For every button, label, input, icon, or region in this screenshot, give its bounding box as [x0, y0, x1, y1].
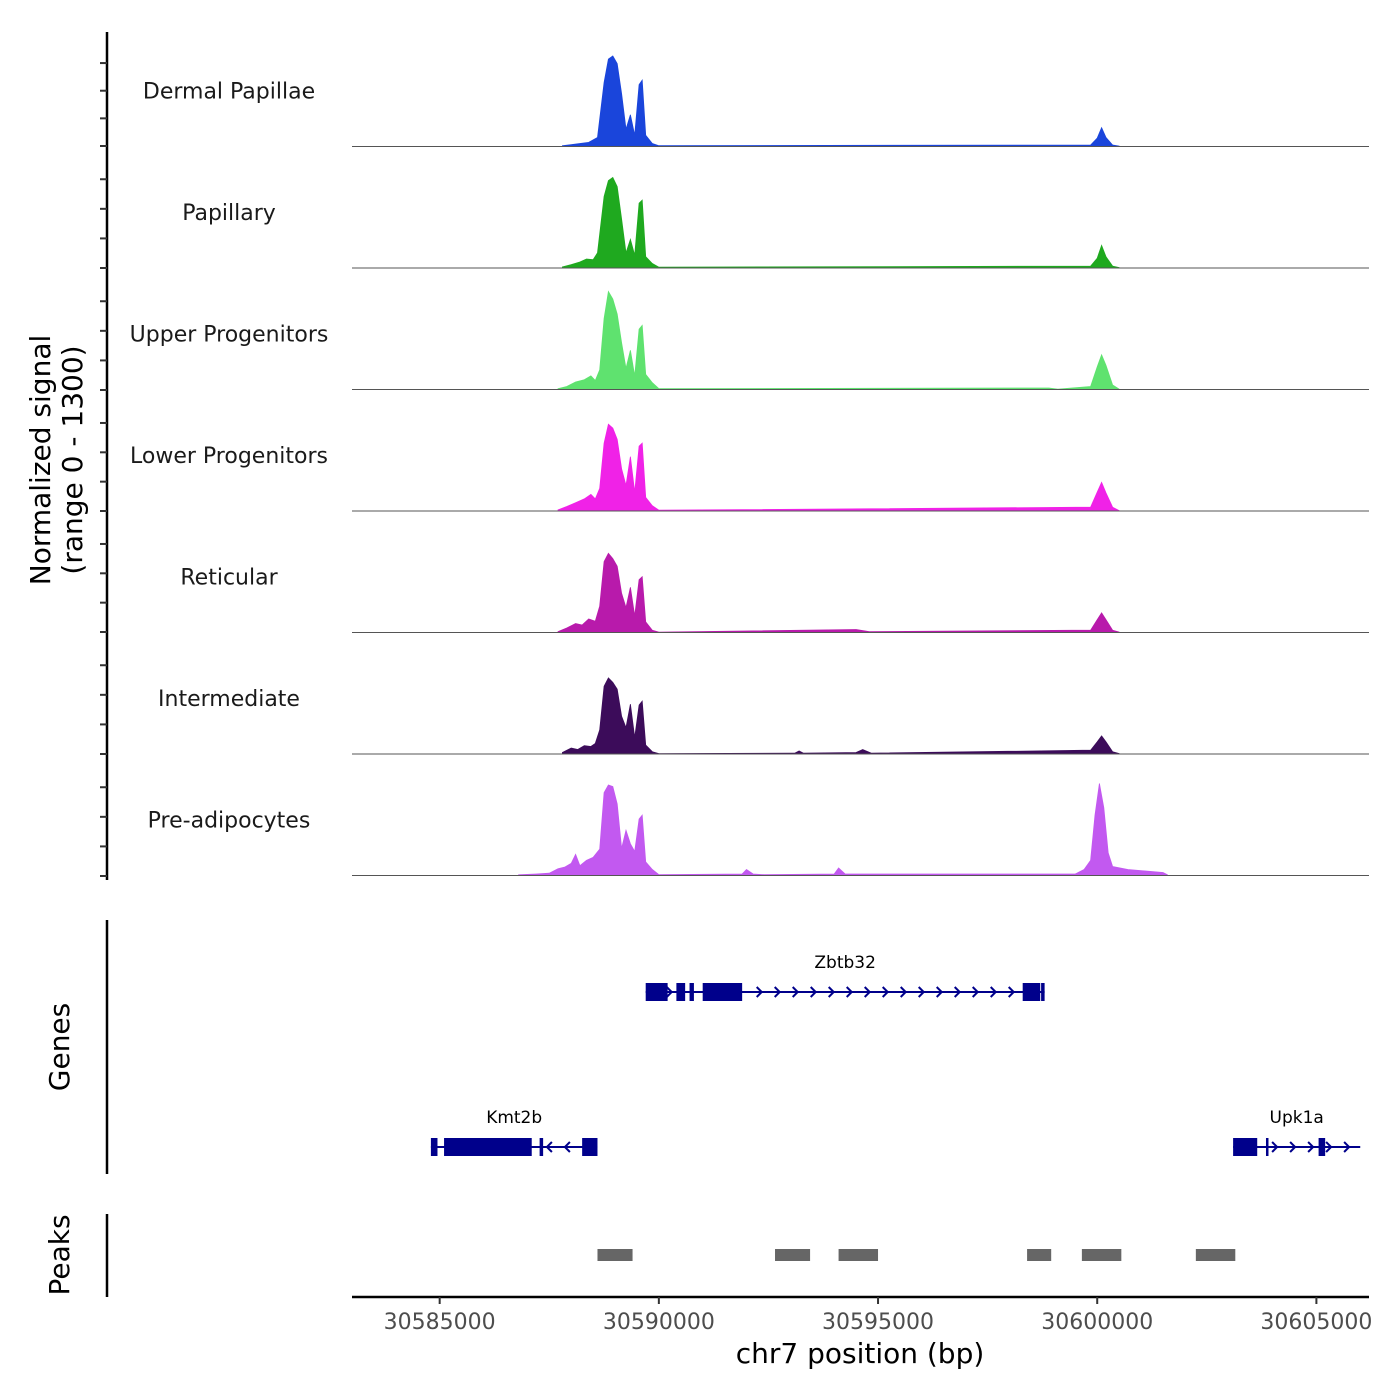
exon [645, 983, 668, 1001]
peak-region [597, 1249, 633, 1261]
peak-region [775, 1249, 811, 1261]
strand-arrow [917, 986, 926, 998]
track-pre-adipocytes: Pre-adipocytes [148, 783, 1369, 876]
exon [444, 1138, 532, 1156]
x-tick-label: 30600000 [1041, 1310, 1153, 1335]
track-label: Lower Progenitors [130, 444, 328, 469]
strand-arrow [935, 986, 944, 998]
gene-kmt2b: Kmt2b [430, 1108, 598, 1156]
strand-arrow [1007, 986, 1016, 998]
track-label: Dermal Papillae [143, 80, 315, 105]
signal-area [352, 290, 1369, 390]
strand-arrow [545, 1141, 553, 1153]
track-dermal-papillae: Dermal Papillae [143, 55, 1369, 147]
exon [1041, 983, 1045, 1001]
signal-area [352, 423, 1369, 512]
gene-label: Upk1a [1270, 1108, 1324, 1128]
signal-y-ticks [100, 62, 107, 877]
exon [582, 1138, 598, 1156]
strand-arrow [809, 986, 818, 998]
y-axis-subtitle: (range 0 - 1300) [56, 345, 89, 574]
peak-region [838, 1249, 879, 1261]
track-label: Intermediate [158, 687, 300, 712]
signal-area [352, 552, 1369, 633]
strand-arrow [791, 986, 800, 998]
track-label: Pre-adipocytes [148, 809, 311, 834]
strand-arrow [971, 986, 980, 998]
strand-arrow [899, 986, 908, 998]
exon [1233, 1138, 1258, 1156]
x-axis-title: chr7 position (bp) [736, 1337, 985, 1370]
gene-upk1a: Upk1a [1233, 1108, 1361, 1156]
gene-label: Zbtb32 [814, 953, 876, 973]
strand-arrow [1325, 1141, 1333, 1153]
strand-arrow [1271, 1141, 1279, 1153]
signal-area [352, 55, 1369, 147]
y-axis-title: Normalized signal [24, 335, 57, 586]
x-tick-label: 30605000 [1260, 1310, 1372, 1335]
track-intermediate: Intermediate [158, 677, 1369, 755]
peaks-axis-title: Peaks [43, 1214, 76, 1295]
gene-track: Kmt2b Zbtb32 Upk1a [430, 953, 1361, 1156]
signal-area [352, 677, 1369, 755]
exon [676, 983, 686, 1001]
strand-arrow [665, 986, 674, 998]
signal-area [352, 783, 1369, 876]
track-label: Upper Progenitors [130, 323, 329, 348]
exon [1022, 983, 1041, 1001]
signal-area [352, 176, 1369, 269]
strand-arrow [1343, 1141, 1351, 1153]
strand-arrow [1307, 1141, 1315, 1153]
exon [702, 983, 743, 1001]
track-label: Reticular [180, 566, 278, 591]
x-tick-label: 30595000 [822, 1310, 934, 1335]
track-lower-progenitors: Lower Progenitors [130, 423, 1369, 512]
strand-arrow [881, 986, 890, 998]
strand-arrow [563, 1141, 571, 1153]
exon [689, 983, 694, 1001]
peak-track [597, 1249, 1236, 1261]
x-tick-label: 30585000 [384, 1310, 496, 1335]
x-tick-label: 30590000 [603, 1310, 715, 1335]
genes-axis-title: Genes [43, 1003, 76, 1091]
peak-region [1195, 1249, 1236, 1261]
exon [539, 1138, 544, 1156]
signal-tracks: Dermal Papillae Papillary Upper Progenitor… [130, 55, 1369, 876]
track-label: Papillary [182, 201, 276, 226]
track-papillary: Papillary [182, 176, 1369, 269]
x-axis-ticks: 30585000 30590000 30595000 30600000 30605000 [384, 1297, 1372, 1335]
exon [1318, 1138, 1326, 1156]
strand-arrow [1289, 1141, 1297, 1153]
strand-arrow [827, 986, 836, 998]
strand-arrow [755, 986, 764, 998]
strand-arrow [953, 986, 962, 998]
strand-arrow [845, 986, 854, 998]
track-reticular: Reticular [180, 552, 1369, 633]
gene-label: Kmt2b [486, 1108, 542, 1128]
peak-region [1027, 1249, 1052, 1261]
strand-arrow [773, 986, 782, 998]
exon [430, 1138, 438, 1156]
track-upper-progenitors: Upper Progenitors [130, 290, 1369, 390]
strand-arrow [863, 986, 872, 998]
strand-arrow [989, 986, 998, 998]
peak-region [1081, 1249, 1122, 1261]
exon [1265, 1138, 1269, 1156]
gene-zbtb32: Zbtb32 [645, 953, 1045, 1001]
